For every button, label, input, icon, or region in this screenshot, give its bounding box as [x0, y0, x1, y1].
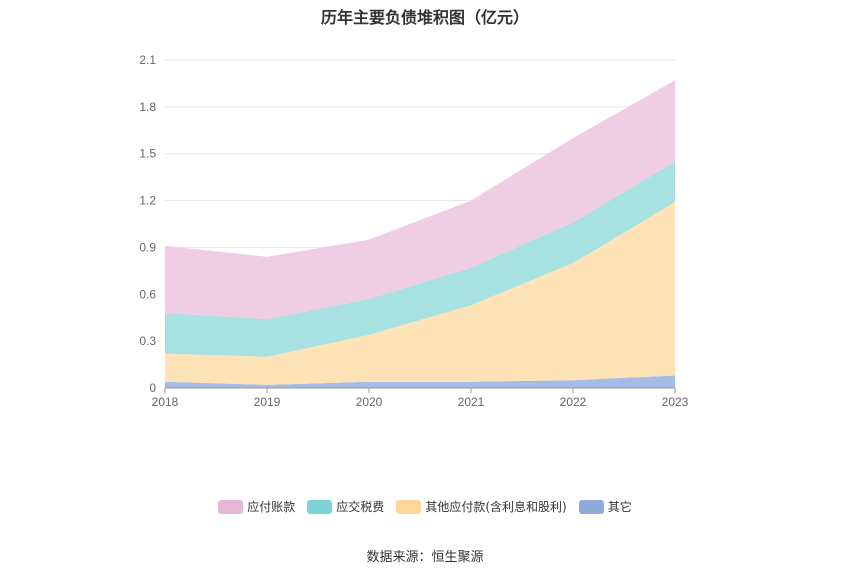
- y-tick-label: 1.2: [139, 194, 156, 208]
- legend-swatch: [218, 499, 244, 514]
- legend-swatch: [578, 499, 604, 514]
- legend-label: 其它: [607, 500, 632, 514]
- x-tick-label: 2020: [356, 395, 383, 409]
- legend-label: 应交税费: [336, 500, 385, 514]
- legend-item[interactable]: 其它: [578, 498, 632, 515]
- legend-swatch: [396, 499, 422, 514]
- x-tick-label: 2021: [458, 395, 485, 409]
- axes: 0 0.3 0.6 0.9 1.2 1.5 1.8 2.1 2018 2019 2020 2021 20…: [139, 53, 688, 409]
- area-series-2: [165, 161, 675, 357]
- area-series: [165, 80, 675, 388]
- x-tick-label: 2023: [662, 395, 689, 409]
- legend-item[interactable]: 应交税费: [307, 498, 384, 515]
- y-tick-label: 1.8: [139, 100, 156, 114]
- y-tick-label: 0.6: [139, 287, 156, 301]
- y-tick-label: 1.5: [139, 147, 156, 161]
- area-series-1: [165, 202, 675, 385]
- chart-title: 历年主要负债堆积图（亿元）: [320, 8, 529, 27]
- y-tick-label: 0: [149, 381, 156, 395]
- legend-swatch: [307, 499, 333, 514]
- data-source: 数据来源：恒生聚源: [366, 550, 484, 565]
- y-tick-label: 2.1: [139, 53, 156, 67]
- x-tick-label: 2019: [254, 395, 281, 409]
- y-tick-label: 0.9: [139, 240, 156, 254]
- x-tick-label: 2022: [560, 395, 587, 409]
- y-tick-label: 0.3: [139, 334, 156, 348]
- legend-item[interactable]: 应付账款: [218, 498, 295, 515]
- legend-label: 应付账款: [247, 500, 296, 514]
- legend: 应付账款 应交税费 其他应付款(含利息和股利) 其它: [0, 498, 850, 515]
- x-tick-label: 2018: [152, 395, 179, 409]
- legend-item[interactable]: 其他应付款(含利息和股利): [396, 498, 567, 515]
- area-series-3: [165, 80, 675, 320]
- legend-label: 其他应付款(含利息和股利): [425, 500, 567, 514]
